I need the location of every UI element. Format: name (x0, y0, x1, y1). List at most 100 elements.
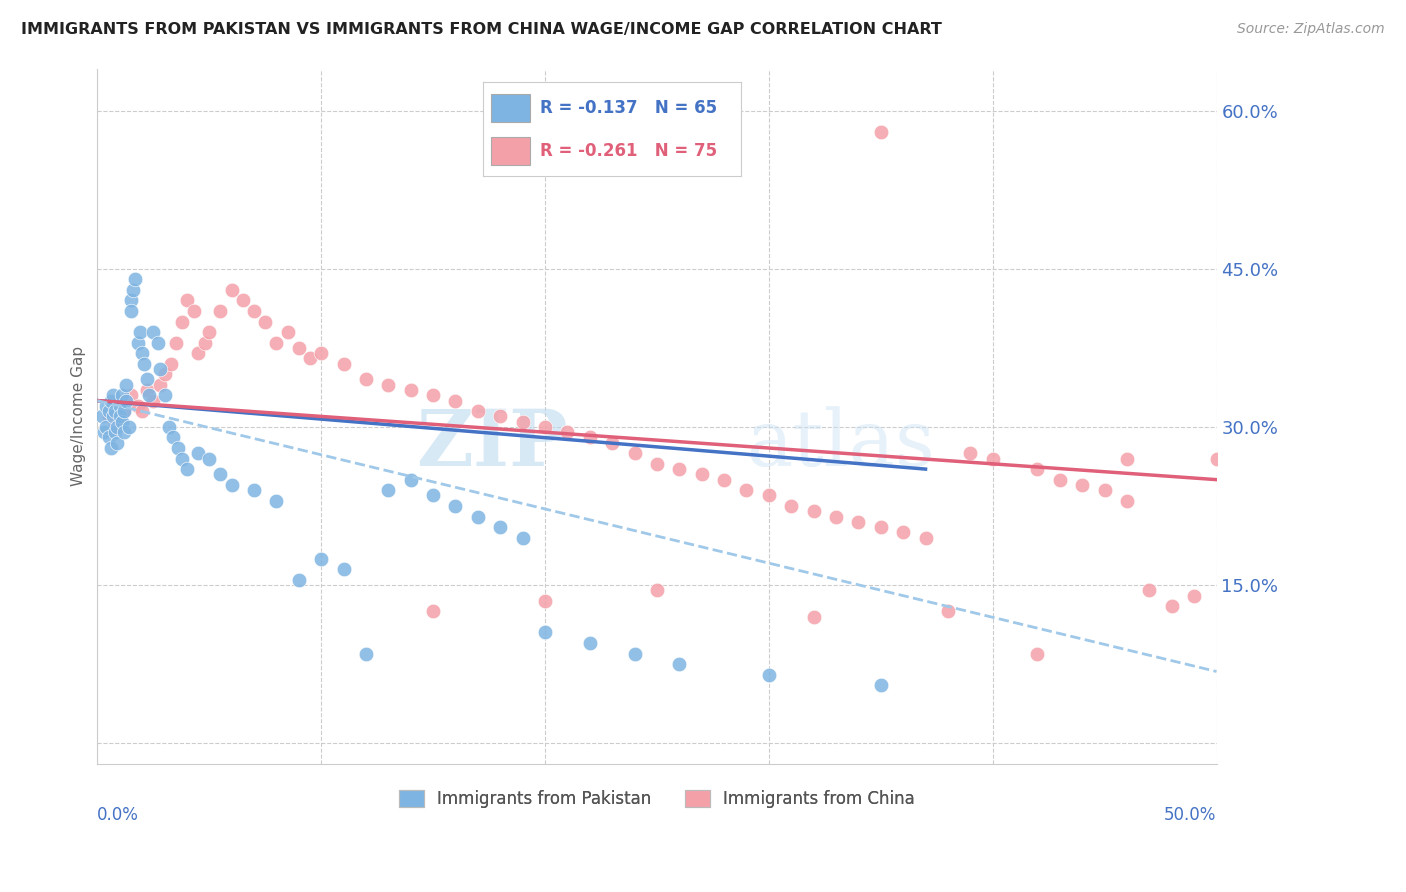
Point (97, 430, 120, 444)
Point (489, 520, 512, 534)
Point (93, 425, 115, 440)
Point (221, 283, 243, 297)
Point (578, 430, 600, 444)
Point (187, 346, 209, 360)
Point (187, 446, 209, 460)
Y-axis label: Wage/Income Gap: Wage/Income Gap (72, 346, 86, 486)
Point (803, 504, 825, 518)
Point (1071, 478, 1094, 492)
Point (467, 509, 489, 524)
Point (936, 604, 959, 618)
Legend: Immigrants from Pakistan, Immigrants from China: Immigrants from Pakistan, Immigrants fro… (392, 783, 921, 815)
Point (869, 678, 891, 692)
Point (135, 383, 157, 397)
Point (600, 435, 623, 450)
Point (668, 657, 690, 672)
Point (160, 357, 183, 371)
Point (713, 473, 735, 487)
Point (869, 520, 891, 534)
Point (377, 377, 399, 392)
Point (309, 551, 332, 566)
Point (146, 335, 169, 350)
Point (1049, 473, 1071, 487)
Point (377, 483, 399, 498)
Point (108, 399, 131, 413)
Point (162, 430, 184, 444)
Point (399, 473, 422, 487)
Text: ZIP: ZIP (416, 406, 568, 483)
Point (1205, 451, 1227, 466)
Point (172, 314, 194, 328)
Point (422, 604, 444, 618)
Point (108, 393, 131, 408)
Point (97, 404, 120, 418)
Point (309, 346, 332, 360)
Point (120, 304, 142, 318)
Point (1094, 483, 1116, 498)
Point (534, 420, 557, 434)
Point (165, 335, 187, 350)
Point (959, 446, 981, 460)
Point (444, 393, 467, 408)
Point (104, 420, 127, 434)
Point (128, 325, 150, 339)
Point (1026, 462, 1049, 476)
Point (100, 441, 122, 455)
Point (266, 493, 288, 508)
Point (198, 325, 221, 339)
Point (1137, 583, 1160, 598)
Point (107, 435, 129, 450)
Point (194, 335, 217, 350)
Point (422, 488, 444, 502)
Point (623, 647, 645, 661)
Text: Source: ZipAtlas.com: Source: ZipAtlas.com (1237, 22, 1385, 37)
Point (534, 625, 557, 640)
Point (183, 304, 205, 318)
Point (266, 335, 288, 350)
Point (131, 346, 153, 360)
Point (288, 341, 311, 355)
Point (112, 404, 135, 418)
Point (100, 393, 122, 408)
Point (115, 393, 138, 408)
Point (623, 446, 645, 460)
Point (149, 362, 172, 376)
Point (127, 399, 149, 413)
Point (668, 462, 690, 476)
Point (209, 467, 232, 482)
Point (891, 525, 914, 540)
Point (645, 583, 668, 598)
Point (690, 467, 713, 482)
Point (758, 488, 780, 502)
Text: 50.0%: 50.0% (1164, 806, 1216, 824)
Point (1182, 589, 1205, 603)
Point (298, 351, 321, 366)
Point (243, 483, 266, 498)
Point (138, 388, 160, 402)
Point (1026, 647, 1049, 661)
Point (112, 425, 135, 440)
Point (112, 404, 135, 418)
Point (101, 388, 124, 402)
Point (444, 499, 467, 513)
Point (209, 304, 232, 318)
Point (534, 594, 557, 608)
Point (124, 272, 146, 286)
Point (198, 451, 221, 466)
Point (167, 441, 190, 455)
Point (512, 415, 534, 429)
Point (780, 499, 803, 513)
Point (645, 457, 668, 471)
Point (914, 531, 936, 545)
Point (232, 293, 254, 308)
Point (108, 409, 131, 424)
Point (578, 636, 600, 650)
Point (149, 377, 172, 392)
Point (104, 404, 127, 418)
Point (120, 293, 142, 308)
Point (90, 409, 112, 424)
Point (467, 404, 489, 418)
Point (142, 393, 165, 408)
Point (118, 420, 141, 434)
Point (104, 425, 127, 440)
